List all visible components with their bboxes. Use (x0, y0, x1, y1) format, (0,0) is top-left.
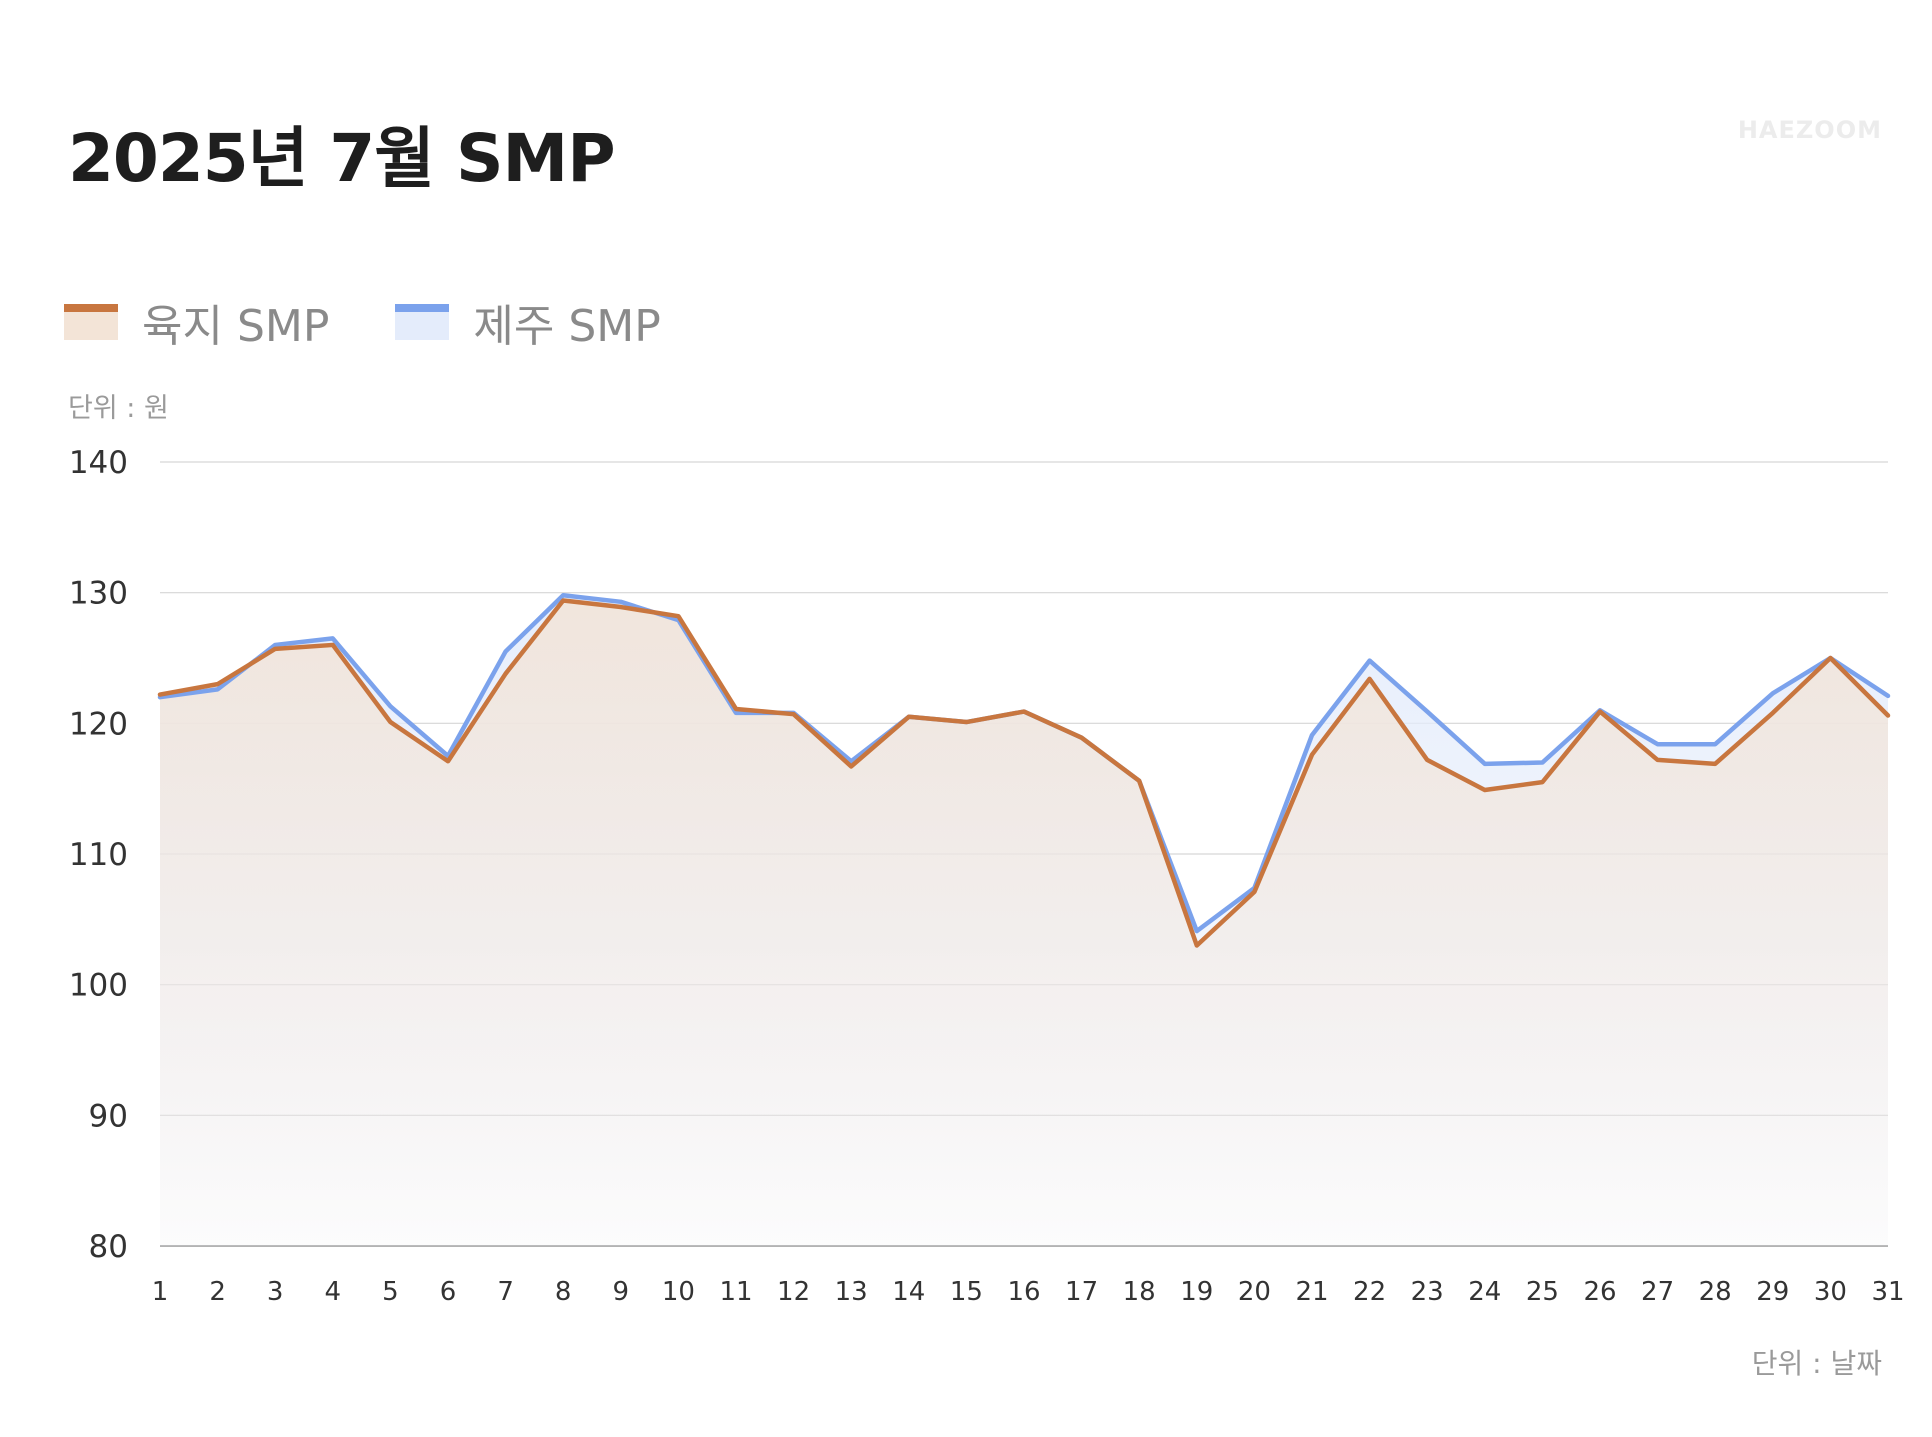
x-tick-label: 23 (1411, 1277, 1444, 1307)
x-tick-label: 31 (1871, 1277, 1904, 1307)
y-tick-label: 120 (69, 706, 128, 742)
x-tick-label: 26 (1583, 1277, 1616, 1307)
x-tick-label: 9 (613, 1277, 630, 1307)
x-tick-label: 29 (1756, 1277, 1789, 1307)
y-tick-label: 100 (69, 968, 128, 1004)
x-tick-label: 4 (325, 1277, 342, 1307)
brand-watermark: HAEZOOM (1737, 116, 1882, 144)
x-tick-label: 3 (267, 1277, 284, 1307)
x-tick-label: 19 (1180, 1277, 1213, 1307)
chart-legend: 육지 SMP 제주 SMP (64, 290, 727, 354)
page-title: 2025년 7월 SMP (68, 120, 616, 197)
x-tick-label: 11 (719, 1277, 752, 1307)
x-tick-label: 12 (777, 1277, 810, 1307)
x-tick-label: 1 (152, 1277, 169, 1307)
x-tick-label: 5 (382, 1277, 399, 1307)
x-axis-unit: 단위 : 날짜 (1751, 1347, 1882, 1380)
y-tick-label: 90 (89, 1098, 128, 1134)
x-tick-label: 8 (555, 1277, 572, 1307)
x-tick-label: 21 (1295, 1277, 1328, 1307)
x-tick-label: 15 (950, 1277, 983, 1307)
y-tick-label: 110 (69, 837, 128, 873)
y-tick-label: 80 (89, 1229, 128, 1265)
x-tick-label: 27 (1641, 1277, 1674, 1307)
legend-label-jeju: 제주 SMP (473, 301, 661, 352)
x-tick-label: 28 (1699, 1277, 1732, 1307)
x-tick-label: 22 (1353, 1277, 1386, 1307)
x-tick-label: 24 (1468, 1277, 1501, 1307)
x-tick-label: 13 (835, 1277, 868, 1307)
x-tick-label: 6 (440, 1277, 457, 1307)
x-tick-label: 25 (1526, 1277, 1559, 1307)
x-tick-label: 7 (497, 1277, 514, 1307)
legend-item-mainland: 육지 SMP (64, 290, 329, 354)
y-axis-unit: 단위 : 원 (68, 393, 169, 424)
x-tick-label: 17 (1065, 1277, 1098, 1307)
legend-label-mainland: 육지 SMP (142, 301, 330, 352)
x-tick-label: 14 (892, 1277, 925, 1307)
x-tick-label: 16 (1007, 1277, 1040, 1307)
y-tick-label: 130 (69, 576, 128, 612)
x-tick-label: 20 (1238, 1277, 1271, 1307)
x-tick-label: 18 (1123, 1277, 1156, 1307)
y-tick-label: 140 (69, 445, 128, 481)
x-tick-label: 10 (662, 1277, 695, 1307)
legend-swatch-mainland (64, 304, 118, 340)
x-tick-label: 2 (209, 1277, 226, 1307)
legend-swatch-jeju (395, 304, 450, 340)
series-area-mainland (160, 600, 1888, 1246)
x-tick-label: 30 (1814, 1277, 1847, 1307)
legend-item-jeju: 제주 SMP (395, 290, 661, 354)
